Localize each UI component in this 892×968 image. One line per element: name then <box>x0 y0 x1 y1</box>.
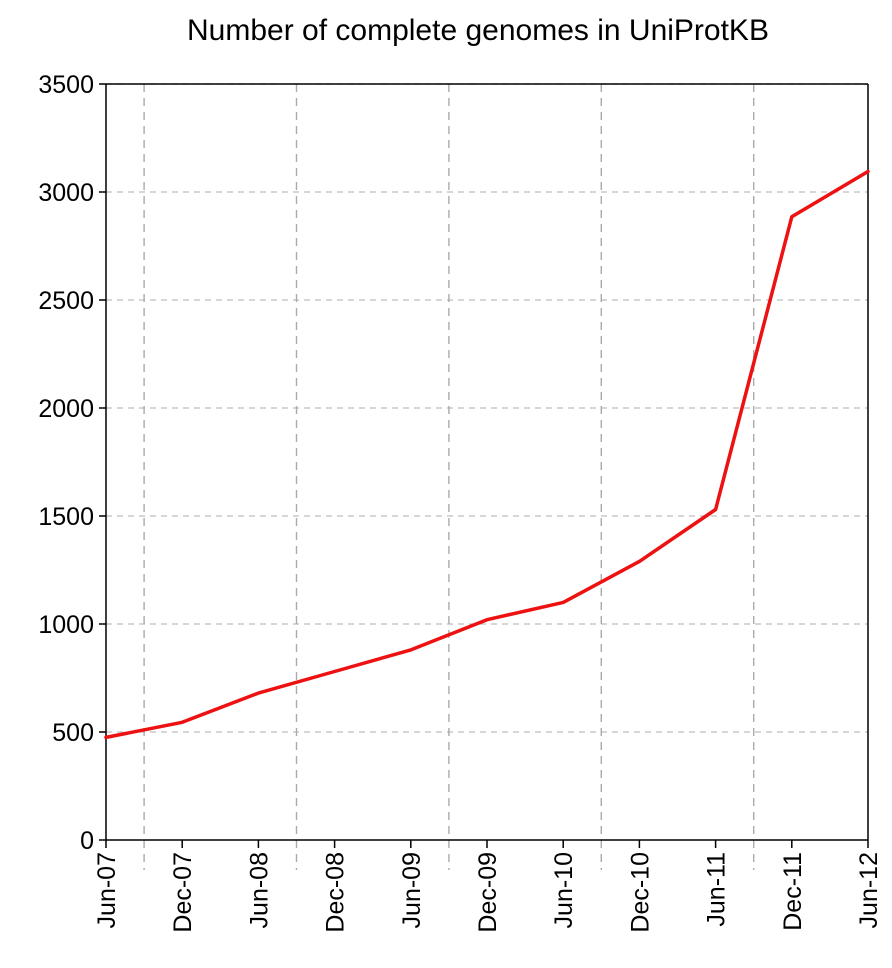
y-tick-label: 1500 <box>38 503 94 531</box>
data-point <box>485 618 489 622</box>
data-point <box>256 691 260 695</box>
data-point <box>104 735 108 739</box>
x-tick-label: Dec-10 <box>626 852 654 933</box>
data-point <box>333 670 337 674</box>
y-tick-label: 0 <box>80 827 94 855</box>
data-point <box>409 648 413 652</box>
data-point <box>637 559 641 563</box>
data-point <box>790 215 794 219</box>
x-tick-label: Jun-12 <box>855 852 883 928</box>
y-tick-label: 500 <box>52 719 94 747</box>
grid <box>106 83 868 870</box>
y-tick-label: 1000 <box>38 611 94 639</box>
x-axis-ticks: Jun-07 Dec-07 Jun-08 Dec-08 Jun-09 Dec-09 Jun-… <box>93 852 883 933</box>
x-tick-label: Dec-09 <box>474 852 502 933</box>
x-tick-label: Jun-07 <box>93 852 121 928</box>
chart-title: Number of complete genomes in UniProtKB <box>187 14 769 47</box>
y-tick-label: 3500 <box>38 71 94 99</box>
data-point <box>866 169 870 173</box>
y-tick-label: 2500 <box>38 287 94 315</box>
x-tick-label: Dec-11 <box>779 852 807 931</box>
x-tick-label: Dec-08 <box>322 852 350 933</box>
axes <box>99 83 869 848</box>
series-layer <box>104 169 870 740</box>
data-point <box>714 508 718 512</box>
data-point <box>561 600 565 604</box>
x-tick-label: Jun-08 <box>245 852 273 928</box>
x-tick-label: Jun-10 <box>550 852 578 928</box>
y-tick-label: 2000 <box>38 395 94 423</box>
x-tick-label: Dec-07 <box>169 852 197 933</box>
y-tick-label: 3000 <box>38 179 94 207</box>
data-point <box>180 720 184 724</box>
x-tick-label: Jun-09 <box>398 852 426 928</box>
x-tick-label: Jun-11 <box>703 852 731 927</box>
y-axis-ticks: 0 500 1000 1500 2000 2500 3000 3500 <box>38 71 94 855</box>
